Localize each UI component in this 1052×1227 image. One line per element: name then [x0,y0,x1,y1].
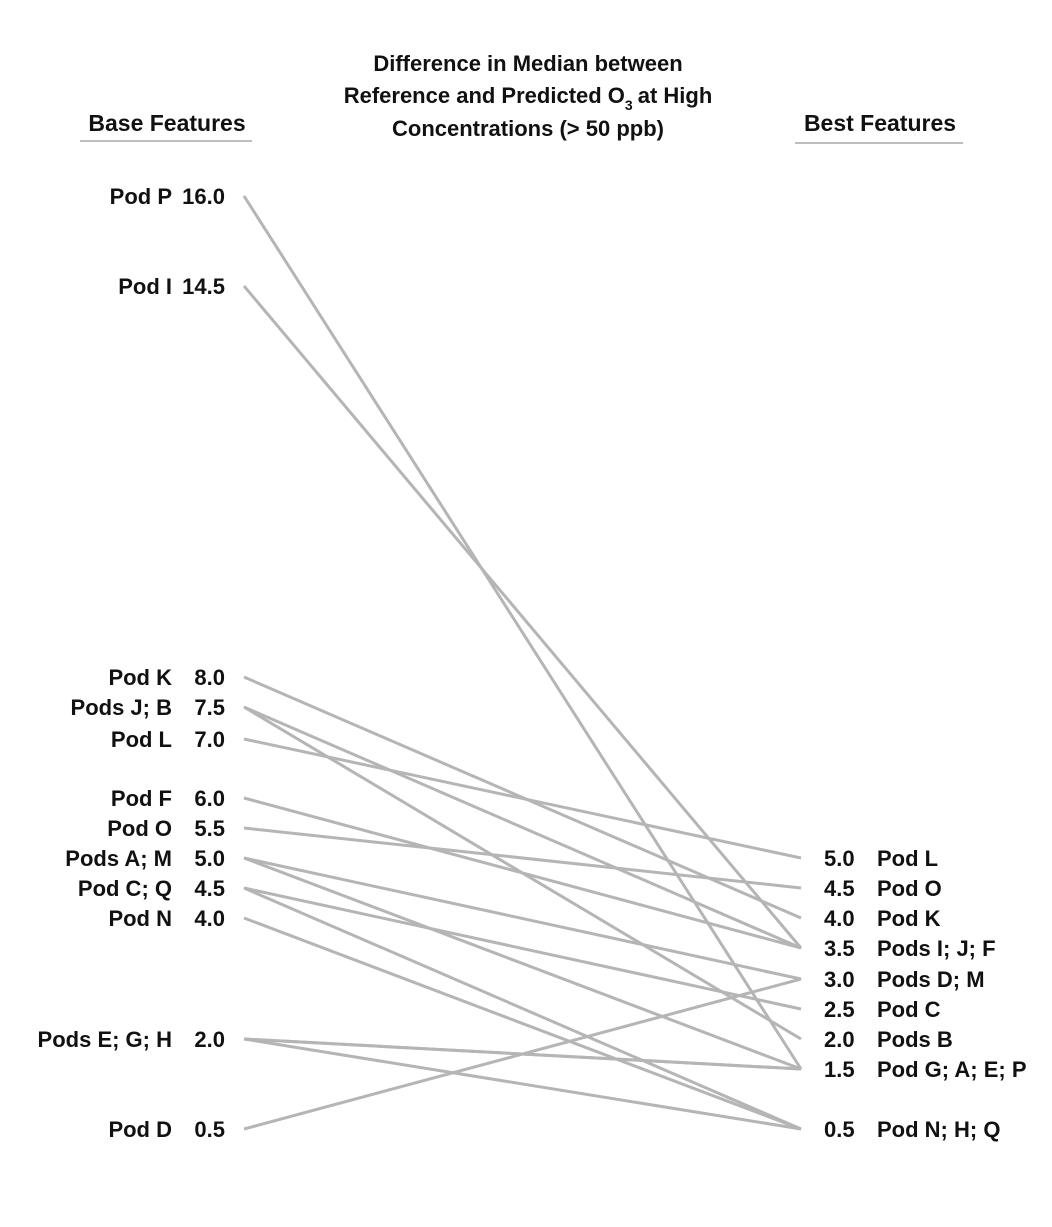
slope-line-pod-f [243,796,802,950]
right-value-pod-o: 4.5 [824,876,855,901]
left-label-pod-k: Pod K [108,665,172,690]
left-value-pod-i: 14.5 [182,274,225,299]
right-value-pod-c: 2.5 [824,997,855,1022]
left-column-header: Base Features [88,110,245,136]
right-label-pod-l: Pod L [877,846,938,871]
left-value-pod-l: 7.0 [194,727,225,752]
left-label-pods-e-g-h: Pods E; G; H [38,1027,172,1052]
left-label-pod-p: Pod P [110,184,172,209]
slope-line-pod-p [242,195,803,1070]
right-label-pod-n-h-q: Pod N; H; Q [877,1117,1000,1142]
chart-title-line-2-text: Reference and Predicted O [344,83,625,108]
right-column-header: Best Features [804,110,956,136]
slope-line-pod-l [243,737,802,860]
chart-title-subscript: 3 [625,97,633,113]
left-point-labels: Pod P 16.0 Pod I 14.5 Pod K 8.0 Pods J; B 7.5 Po… [38,184,225,1142]
chart-title-line-2: Reference and Predicted O3 at High [344,83,713,113]
right-label-pods-i-j-f: Pods I; J; F [877,936,996,961]
left-value-pods-j-b: 7.5 [194,695,225,720]
slope-line-pod-o [243,826,802,890]
right-value-pods-i-j-f: 3.5 [824,936,855,961]
right-value-pod-k: 4.0 [824,906,855,931]
left-value-pods-a-m: 5.0 [194,846,225,871]
right-label-pod-g-a-e-p: Pod G; A; E; P [877,1057,1027,1082]
slope-line-pod-n [243,916,802,1131]
chart-title-line-3: Concentrations (> 50 ppb) [392,116,664,141]
left-label-pod-i: Pod I [118,274,172,299]
left-label-pods-a-m: Pods A; M [65,846,172,871]
left-label-pod-n: Pod N [108,906,172,931]
left-value-pod-k: 8.0 [194,665,225,690]
left-label-pod-f: Pod F [111,786,172,811]
slope-line-pod-j [243,705,802,950]
right-value-pod-l: 5.0 [824,846,855,871]
left-label-pod-l: Pod L [111,727,172,752]
left-label-pod-c-q: Pod C; Q [78,876,172,901]
slope-line-pod-h [243,1037,802,1131]
right-point-labels: 5.0 Pod L 4.5 Pod O 4.0 Pod K 3.5 Pods I; J; F 3… [824,846,1027,1142]
left-value-pod-d: 0.5 [194,1117,225,1142]
right-value-pods-d-m: 3.0 [824,967,855,992]
slope-line-pod-q [243,886,802,1131]
right-label-pod-c: Pod C [877,997,941,1022]
left-label-pod-d: Pod D [108,1117,172,1142]
slope-line-pod-c [243,886,802,1011]
chart-title-line-2-suffix: at High [638,83,713,108]
left-value-pod-c-q: 4.5 [194,876,225,901]
chart-title-line-1: Difference in Median between [373,51,682,76]
slope-lines [242,195,803,1131]
left-label-pods-j-b: Pods J; B [71,695,172,720]
left-value-pods-e-g-h: 2.0 [194,1027,225,1052]
left-value-pod-f: 6.0 [194,786,225,811]
right-value-pod-n-h-q: 0.5 [824,1117,855,1142]
left-value-pod-o: 5.5 [194,816,225,841]
right-label-pod-k: Pod K [877,906,941,931]
left-label-pod-o: Pod O [107,816,172,841]
right-label-pod-o: Pod O [877,876,942,901]
right-label-pods-d-m: Pods D; M [877,967,985,992]
right-label-pods-b: Pods B [877,1027,953,1052]
left-value-pod-n: 4.0 [194,906,225,931]
slope-line-pod-d [243,977,802,1131]
slope-line-pod-i [242,285,803,949]
slope-line-pod-m [243,856,802,981]
left-value-pod-p: 16.0 [182,184,225,209]
right-value-pods-b: 2.0 [824,1027,855,1052]
right-value-pod-g-a-e-p: 1.5 [824,1057,855,1082]
slope-line-pod-a [243,856,802,1071]
